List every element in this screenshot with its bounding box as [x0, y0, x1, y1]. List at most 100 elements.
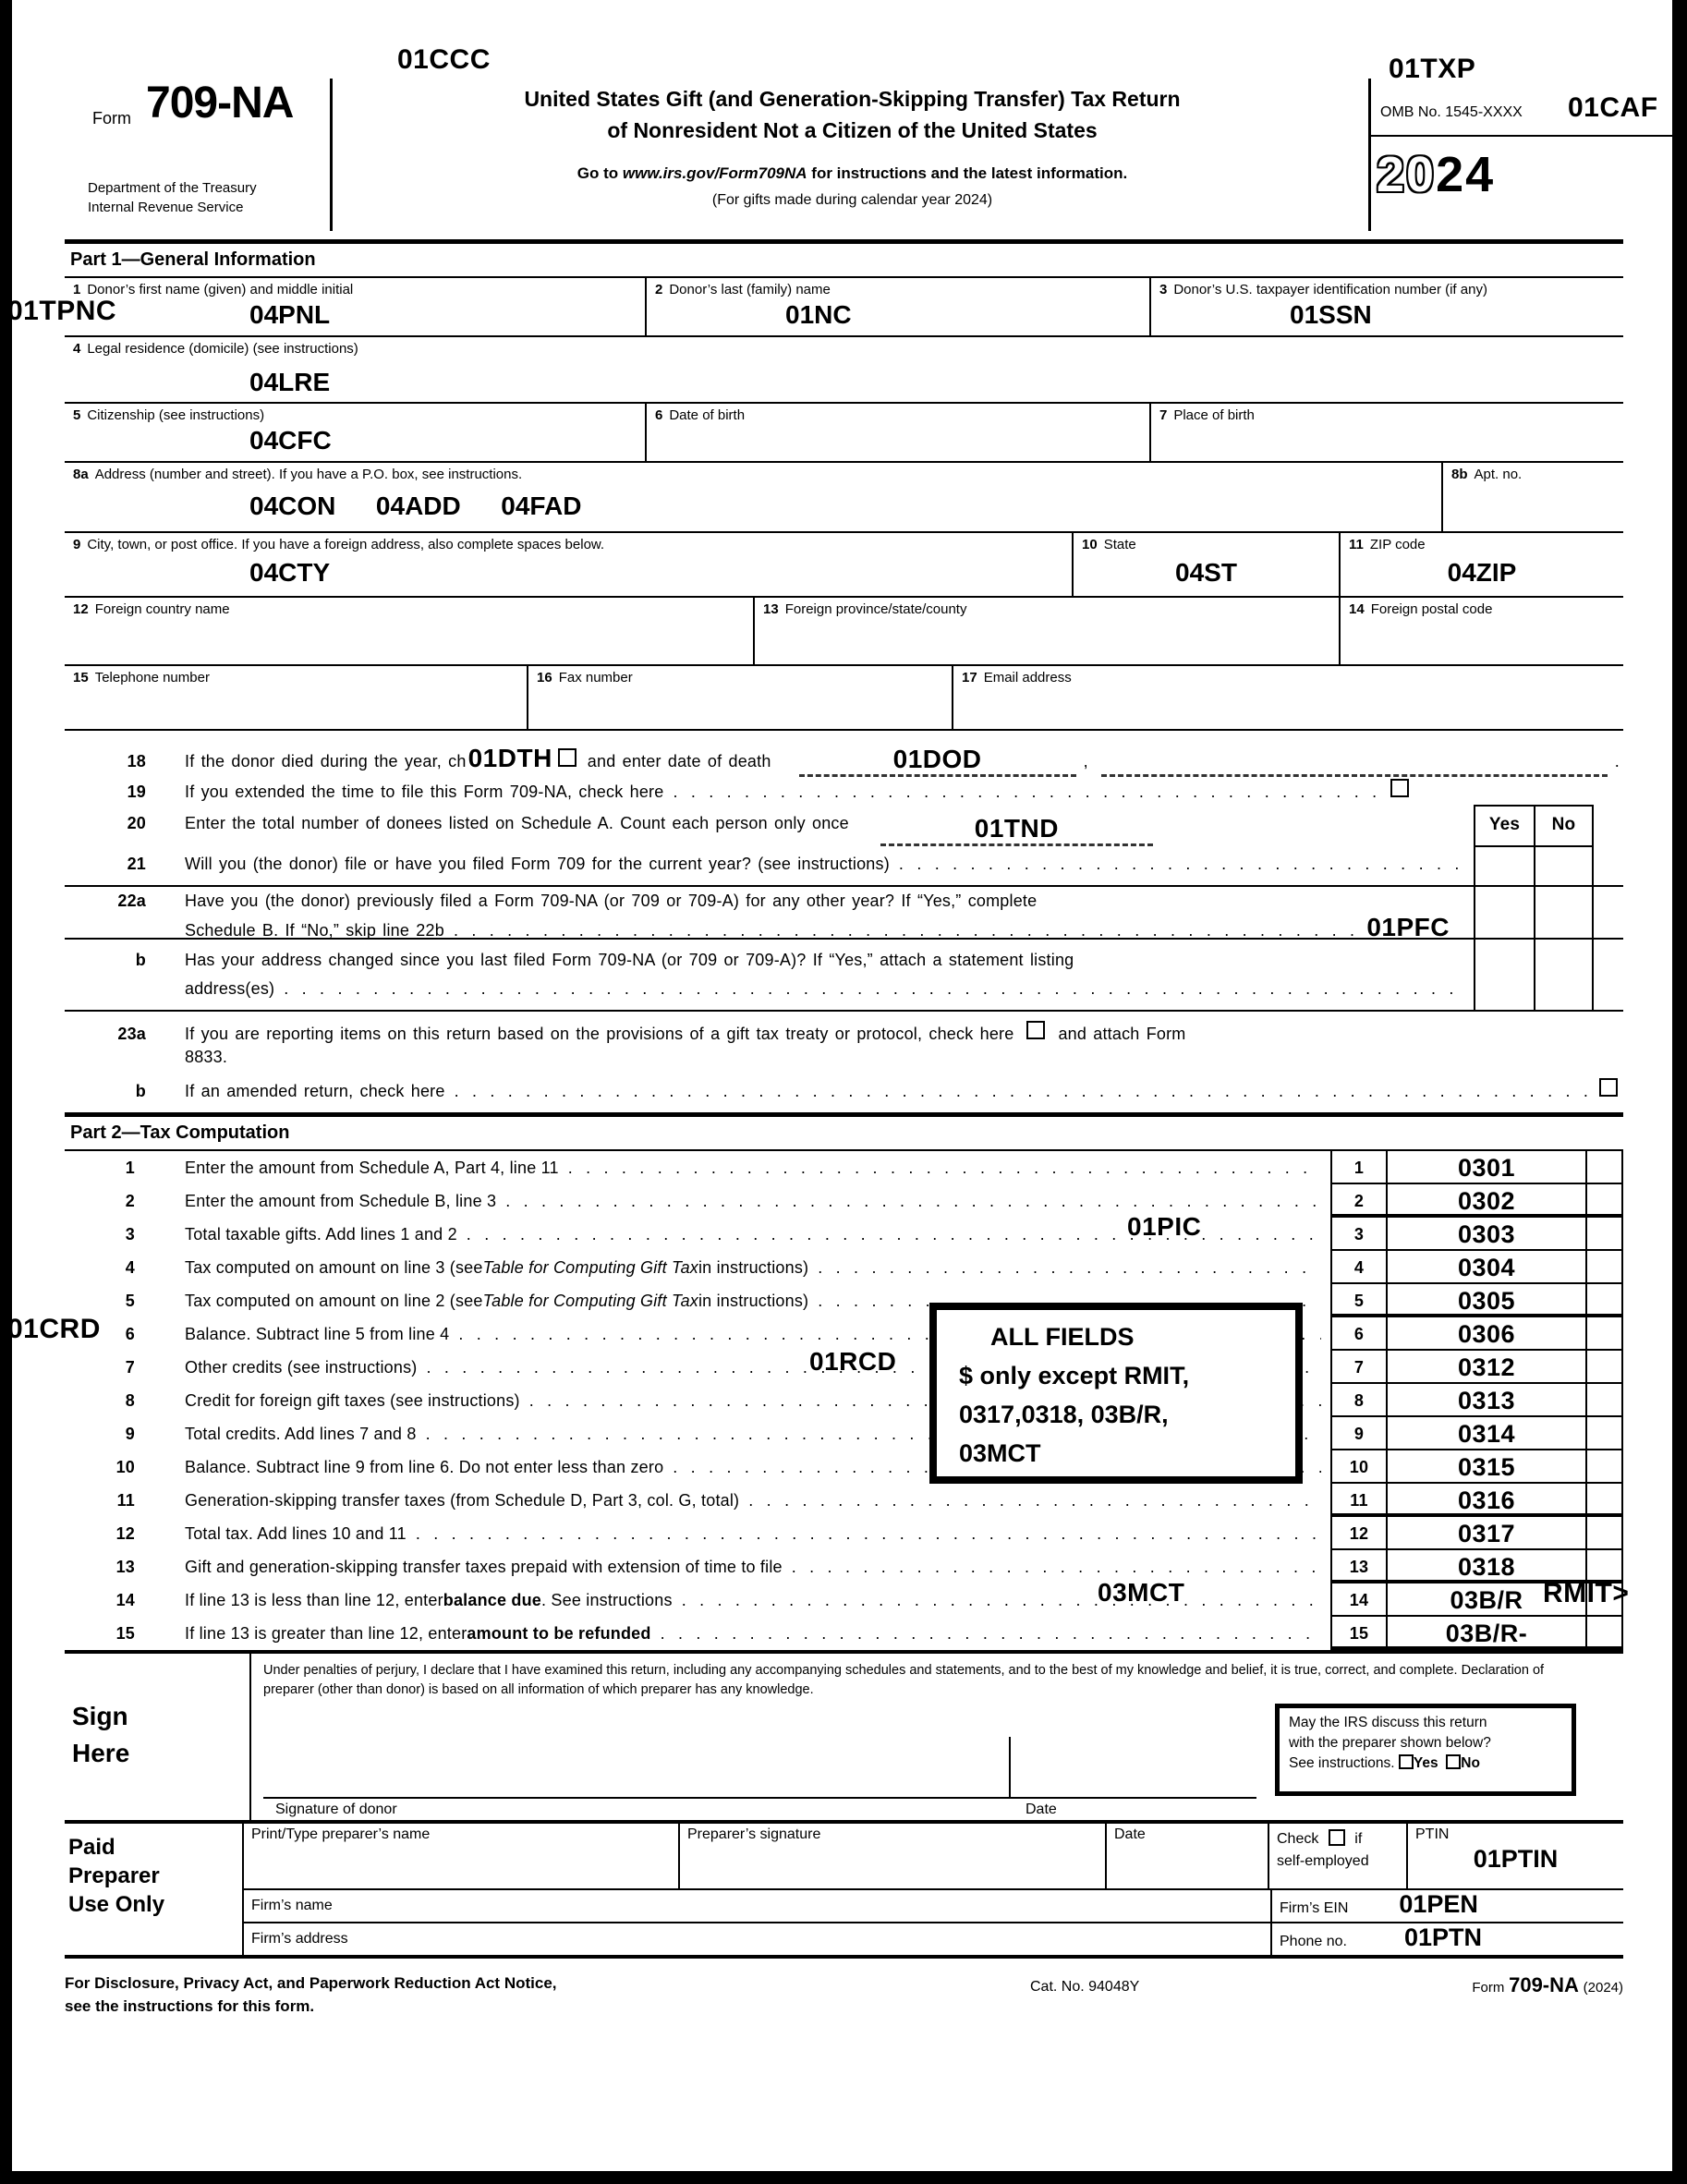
cents-cell[interactable]: [1587, 1450, 1623, 1484]
cents-cell[interactable]: [1587, 1284, 1623, 1317]
phone-label: Phone no.: [1280, 1934, 1347, 1949]
amount-field-9[interactable]: 0314: [1388, 1417, 1587, 1450]
state-input[interactable]: 04ST: [1175, 558, 1237, 587]
line-18: 18 If the donor died during the year, ch…: [65, 731, 1623, 777]
row-foreign: 12 Foreign country name 13 Foreign provinc…: [65, 598, 1623, 666]
field-no: 2: [655, 282, 663, 297]
amount-field-5[interactable]: 0305: [1388, 1284, 1587, 1317]
amount-field-6[interactable]: 0306: [1388, 1317, 1587, 1351]
line-number: 12: [115, 1524, 135, 1543]
amount-field-14[interactable]: 03B/R: [1388, 1583, 1587, 1617]
firm-ein-cell[interactable]: Firm’s EIN 01PEN: [1270, 1890, 1623, 1923]
cents-cell[interactable]: [1587, 1317, 1623, 1351]
cents-cell[interactable]: [1587, 1550, 1623, 1583]
line21-no-cell[interactable]: [1534, 847, 1594, 885]
comma: ,: [1083, 752, 1088, 770]
address-input[interactable]: 04CON 04ADD 04FAD: [249, 491, 582, 520]
cents-cell[interactable]: [1587, 1517, 1623, 1550]
cents-cell[interactable]: [1587, 1384, 1623, 1417]
dept-line2: Internal Revenue Service: [88, 200, 244, 215]
amount-field-2[interactable]: 0302: [1388, 1184, 1587, 1218]
amount-field-11[interactable]: 0316: [1388, 1484, 1587, 1517]
treaty-checkbox[interactable]: [1026, 1021, 1046, 1039]
amount-field-12[interactable]: 0317: [1388, 1517, 1587, 1550]
row-phone-fax-email: 15 Telephone number 16 Fax number 17 Email …: [65, 666, 1623, 731]
line-description: Other credits (see instructions): [135, 1351, 1330, 1384]
line22b-yes-cell[interactable]: [1474, 940, 1534, 1010]
city-input[interactable]: 04CTY: [249, 558, 331, 587]
legal-residence-input[interactable]: 04LRE: [249, 368, 331, 396]
amount-field-7[interactable]: 0312: [1388, 1351, 1587, 1384]
firm-address-cell[interactable]: Firm’s address: [244, 1923, 1270, 1959]
field-label: State: [1103, 537, 1136, 552]
total-donees-input[interactable]: 01TND: [880, 814, 1153, 846]
line-number: 21: [127, 855, 146, 873]
discuss-no-checkbox[interactable]: [1446, 1754, 1462, 1769]
amount-field-8[interactable]: 0313: [1388, 1384, 1587, 1417]
line-description: Total taxable gifts. Add lines 1 and 2: [135, 1218, 1330, 1251]
line21-yes-cell[interactable]: [1474, 847, 1534, 885]
field-no: 11: [1349, 537, 1364, 552]
ptin-cell[interactable]: PTIN 01PTIN: [1406, 1824, 1623, 1890]
tax-line-1: 1 Enter the amount from Schedule A, Part…: [65, 1151, 1623, 1184]
line-number: 18: [127, 752, 146, 770]
overlay-tag-crd: 01CRD: [7, 1314, 101, 1344]
cents-cell[interactable]: [1587, 1251, 1623, 1284]
phone-cell[interactable]: Phone no. 01PTN: [1270, 1923, 1623, 1959]
line22b-no-cell[interactable]: [1534, 940, 1594, 1010]
field-label: Apt. no.: [1474, 467, 1523, 482]
amount-field-4[interactable]: 0304: [1388, 1251, 1587, 1284]
firm-name-cell[interactable]: Firm’s name: [244, 1890, 1270, 1923]
cents-cell[interactable]: [1587, 1583, 1623, 1617]
amount-field-10[interactable]: 0315: [1388, 1450, 1587, 1484]
line-description: Balance. Subtract line 9 from line 6. Do…: [135, 1450, 1330, 1484]
tax-line-14: 14 If line 13 is less than line 12, ente…: [65, 1583, 1623, 1617]
zip-input[interactable]: 04ZIP: [1447, 558, 1517, 587]
form-header: 01CCC Form 709-NA Department of the Trea…: [65, 0, 1672, 239]
date-of-death-year-input[interactable]: [1100, 774, 1608, 777]
line22a-yes-cell[interactable]: [1474, 887, 1534, 938]
line-20: 20 Enter the total number of donees list…: [65, 805, 1623, 847]
field-label: City, town, or post office. If you have …: [87, 537, 605, 552]
amount-field-3[interactable]: 0303: [1388, 1218, 1587, 1251]
line-21: 21 Will you (the donor) file or have you…: [65, 847, 1623, 887]
dept-line1: Department of the Treasury: [88, 180, 257, 196]
line-number: 22a: [117, 892, 146, 910]
amended-return-checkbox[interactable]: [1599, 1078, 1618, 1097]
cents-cell[interactable]: [1587, 1218, 1623, 1251]
preparer-row-1: Print/Type preparer’s name Preparer’s si…: [244, 1824, 1623, 1890]
line-number: b: [135, 951, 146, 969]
preparer-signature-cell[interactable]: Preparer’s signature: [678, 1824, 1105, 1890]
line22a-no-cell[interactable]: [1534, 887, 1594, 938]
tax-line-2: 2 Enter the amount from Schedule B, line…: [65, 1184, 1623, 1218]
first-name-input[interactable]: 04PNL: [249, 300, 331, 329]
line-number-cell: 12: [1330, 1517, 1388, 1550]
line-number: 14: [115, 1591, 135, 1609]
tin-input[interactable]: 01SSN: [1290, 300, 1372, 329]
discuss-yes-checkbox[interactable]: [1398, 1754, 1414, 1769]
cents-cell[interactable]: [1587, 1484, 1623, 1517]
amount-field-13[interactable]: 0318: [1388, 1550, 1587, 1583]
cents-cell[interactable]: [1587, 1184, 1623, 1218]
last-name-input[interactable]: 01NC: [785, 300, 852, 329]
extended-time-checkbox[interactable]: [1390, 779, 1409, 797]
amount-field-1[interactable]: 0301: [1388, 1151, 1587, 1184]
cents-cell[interactable]: [1587, 1617, 1623, 1650]
field-legal-residence: 4 Legal residence (domicile) (see instruc…: [65, 337, 1623, 402]
discuss-no-label: No: [1461, 1755, 1480, 1771]
cents-cell[interactable]: [1587, 1417, 1623, 1450]
cents-cell[interactable]: [1587, 1351, 1623, 1384]
self-employed-checkbox[interactable]: [1328, 1829, 1345, 1846]
preparer-date-cell[interactable]: Date: [1105, 1824, 1268, 1890]
line20-text: Enter the total number of donees listed …: [185, 814, 849, 832]
preparer-row-3: Firm’s address Phone no. 01PTN: [244, 1923, 1623, 1959]
cents-cell[interactable]: [1587, 1151, 1623, 1184]
preparer-name-cell[interactable]: Print/Type preparer’s name: [244, 1824, 678, 1890]
date-of-death-input[interactable]: 01DOD: [798, 745, 1076, 777]
citizenship-input[interactable]: 04CFC: [249, 426, 332, 455]
line-23a: 23a If you are reporting items on this r…: [65, 1012, 1623, 1073]
donor-died-checkbox[interactable]: [557, 748, 576, 767]
amount-field-15[interactable]: 03B/R-: [1388, 1617, 1587, 1650]
signature-line[interactable]: [263, 1797, 1256, 1799]
tax-year: 2024: [1377, 146, 1495, 203]
